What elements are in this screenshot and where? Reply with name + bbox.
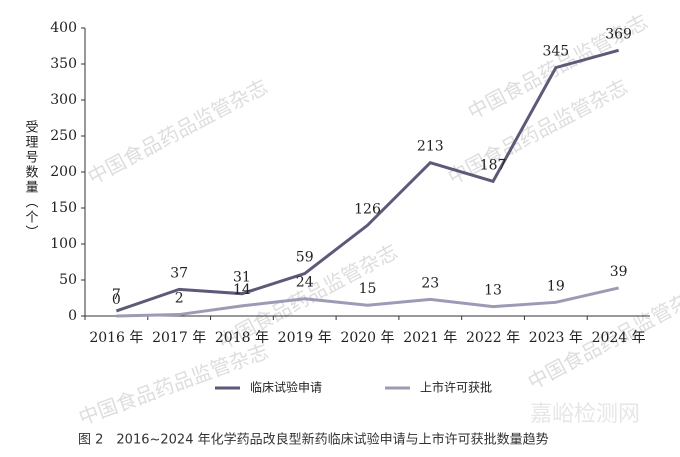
x-tick-label: 2022 年 [466, 330, 520, 346]
y-tick-label: 250 [50, 128, 77, 144]
x-tick-label: 2017 年 [152, 330, 206, 346]
data-label: 19 [547, 278, 565, 294]
data-label: 59 [296, 250, 314, 266]
data-label: 7 [112, 287, 121, 303]
data-label: 213 [417, 139, 444, 155]
x-tick-label: 2018 年 [215, 330, 269, 346]
y-tick-label: 300 [50, 92, 77, 108]
caption: 图 2 2016~2024 年化学药品改良型新药临床试验申请与上市许可获批数量趋… [78, 432, 549, 448]
series-line [116, 286, 619, 318]
watermark: 嘉峪检测网 [530, 402, 640, 427]
watermark: 中国食品药品监管杂志 [84, 74, 272, 189]
series-line [115, 48, 620, 313]
data-label: 126 [354, 201, 381, 217]
y-tick-label: 200 [50, 164, 77, 180]
y-axis-title: 受理号数量（个） [23, 120, 39, 240]
data-label: 14 [233, 282, 251, 298]
x-tick-label: 2016 年 [89, 330, 143, 346]
data-label: 0 [112, 292, 121, 308]
x-tick-label: 2024 年 [592, 330, 646, 346]
x-tick-label: 2020 年 [340, 330, 394, 346]
data-label: 31 [233, 270, 251, 286]
data-label: 39 [610, 264, 628, 280]
watermark: 中国食品药品监管杂志 [444, 74, 632, 189]
x-tick-label: 2021 年 [403, 330, 457, 346]
legend-label: 临床试验申请 [250, 380, 322, 395]
y-tick-label: 50 [59, 272, 77, 288]
data-label: 23 [421, 275, 439, 291]
data-label: 24 [296, 275, 314, 291]
data-label: 187 [480, 157, 507, 173]
y-tick-label: 100 [50, 236, 77, 252]
data-label: 2 [175, 291, 184, 307]
watermark: 中国食品药品监管杂志 [75, 339, 271, 430]
x-tick-label: 2019 年 [278, 330, 332, 346]
data-label: 13 [484, 283, 502, 299]
y-tick-label: 350 [50, 56, 77, 72]
x-tick-label: 2023 年 [529, 330, 583, 346]
y-tick-label: 0 [68, 308, 77, 324]
data-label: 345 [542, 44, 569, 60]
data-label: 369 [605, 26, 632, 42]
y-tick-label: 400 [50, 20, 77, 36]
data-label: 15 [359, 281, 377, 297]
y-tick-label: 150 [50, 200, 77, 216]
legend-label: 上市许可获批 [420, 380, 492, 395]
data-label: 37 [170, 265, 188, 281]
